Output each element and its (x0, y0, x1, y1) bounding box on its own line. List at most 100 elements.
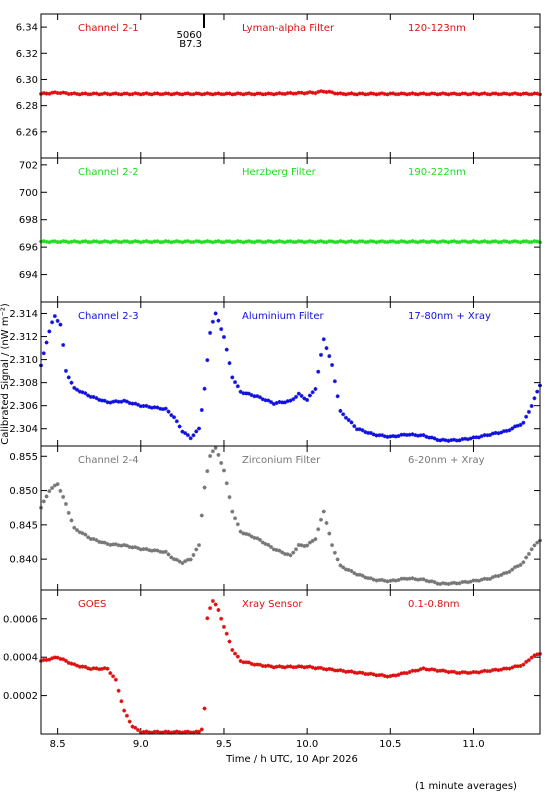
data-point (61, 343, 66, 348)
data-point (233, 516, 238, 521)
data-point (55, 655, 60, 660)
data-point (269, 664, 274, 669)
data-point (97, 667, 102, 672)
data-point (41, 239, 46, 244)
data-point (288, 239, 293, 244)
data-point (410, 91, 415, 96)
data-point (463, 579, 468, 584)
y-tick-label: 2.314 (9, 309, 38, 320)
data-point (72, 91, 77, 96)
data-point (263, 542, 268, 547)
data-point (318, 665, 323, 670)
data-point (366, 576, 371, 581)
data-point (501, 239, 506, 244)
data-point (180, 561, 185, 566)
data-point (41, 657, 46, 662)
panel-4: 0.840 0.845 0.850 0.855 Channel 2-4 Zirconium… (9, 445, 542, 591)
data-point (105, 666, 110, 671)
data-point (235, 239, 240, 244)
data-point (518, 240, 523, 245)
data-point (341, 668, 346, 673)
data-point (338, 239, 343, 244)
data-point (238, 239, 243, 244)
data-point (407, 239, 412, 244)
data-point (499, 239, 504, 244)
data-point (332, 668, 337, 673)
data-point (235, 654, 240, 659)
data-point (224, 347, 229, 352)
data-point (94, 396, 99, 401)
data-point (133, 91, 138, 96)
data-point (346, 91, 351, 96)
data-point (296, 239, 301, 244)
data-point (524, 239, 529, 244)
data-point (360, 91, 365, 96)
data-point (144, 91, 149, 96)
data-point (221, 335, 226, 340)
data-point (238, 529, 243, 534)
data-point (282, 92, 287, 97)
data-point (482, 239, 487, 244)
data-point (163, 406, 168, 411)
data-point (388, 578, 393, 583)
panel-frame (40, 589, 541, 735)
data-point (299, 90, 304, 95)
data-point (343, 567, 348, 572)
data-point (86, 666, 91, 671)
data-point (202, 386, 207, 391)
data-point (113, 542, 118, 547)
data-point (91, 239, 96, 244)
data-point (158, 240, 163, 245)
data-point (149, 548, 154, 553)
data-point (310, 239, 315, 244)
data-point (371, 239, 376, 244)
data-point (532, 91, 537, 96)
data-point (393, 240, 398, 245)
data-point (44, 239, 49, 244)
data-point (294, 91, 299, 96)
data-point (490, 667, 495, 672)
data-point (188, 730, 193, 735)
data-point (427, 435, 432, 440)
data-point (413, 668, 418, 673)
data-point (393, 673, 398, 678)
data-point (399, 671, 404, 676)
data-point (529, 547, 534, 552)
data-point (435, 92, 440, 97)
data-point (197, 729, 202, 734)
data-point (227, 495, 232, 500)
data-point (88, 667, 93, 672)
data-point (360, 428, 365, 433)
data-point (338, 91, 343, 96)
data-point (136, 91, 141, 96)
data-point (349, 239, 354, 244)
data-point (233, 380, 238, 385)
data-point (432, 436, 437, 441)
data-point (277, 239, 282, 244)
data-point (108, 400, 113, 405)
data-point (263, 239, 268, 244)
data-point (288, 553, 293, 558)
data-point (44, 494, 49, 499)
data-point (332, 379, 337, 384)
data-point (66, 375, 71, 380)
data-point (471, 91, 476, 96)
data-point (66, 240, 71, 245)
data-point (158, 406, 163, 411)
data-point (346, 669, 351, 674)
data-point (366, 92, 371, 97)
data-point (352, 571, 357, 576)
data-point (313, 666, 318, 671)
data-point (521, 91, 526, 96)
data-point (99, 92, 104, 97)
data-point (127, 719, 132, 724)
averaging-note: (1 minute averages) (415, 781, 517, 792)
data-point (166, 409, 171, 414)
data-point (379, 577, 384, 582)
filter-label: Lyman-alpha Filter (242, 23, 335, 34)
data-point (413, 91, 418, 96)
y-tick-label: 6.30 (16, 75, 38, 86)
data-point (499, 92, 504, 97)
data-point (94, 91, 99, 96)
